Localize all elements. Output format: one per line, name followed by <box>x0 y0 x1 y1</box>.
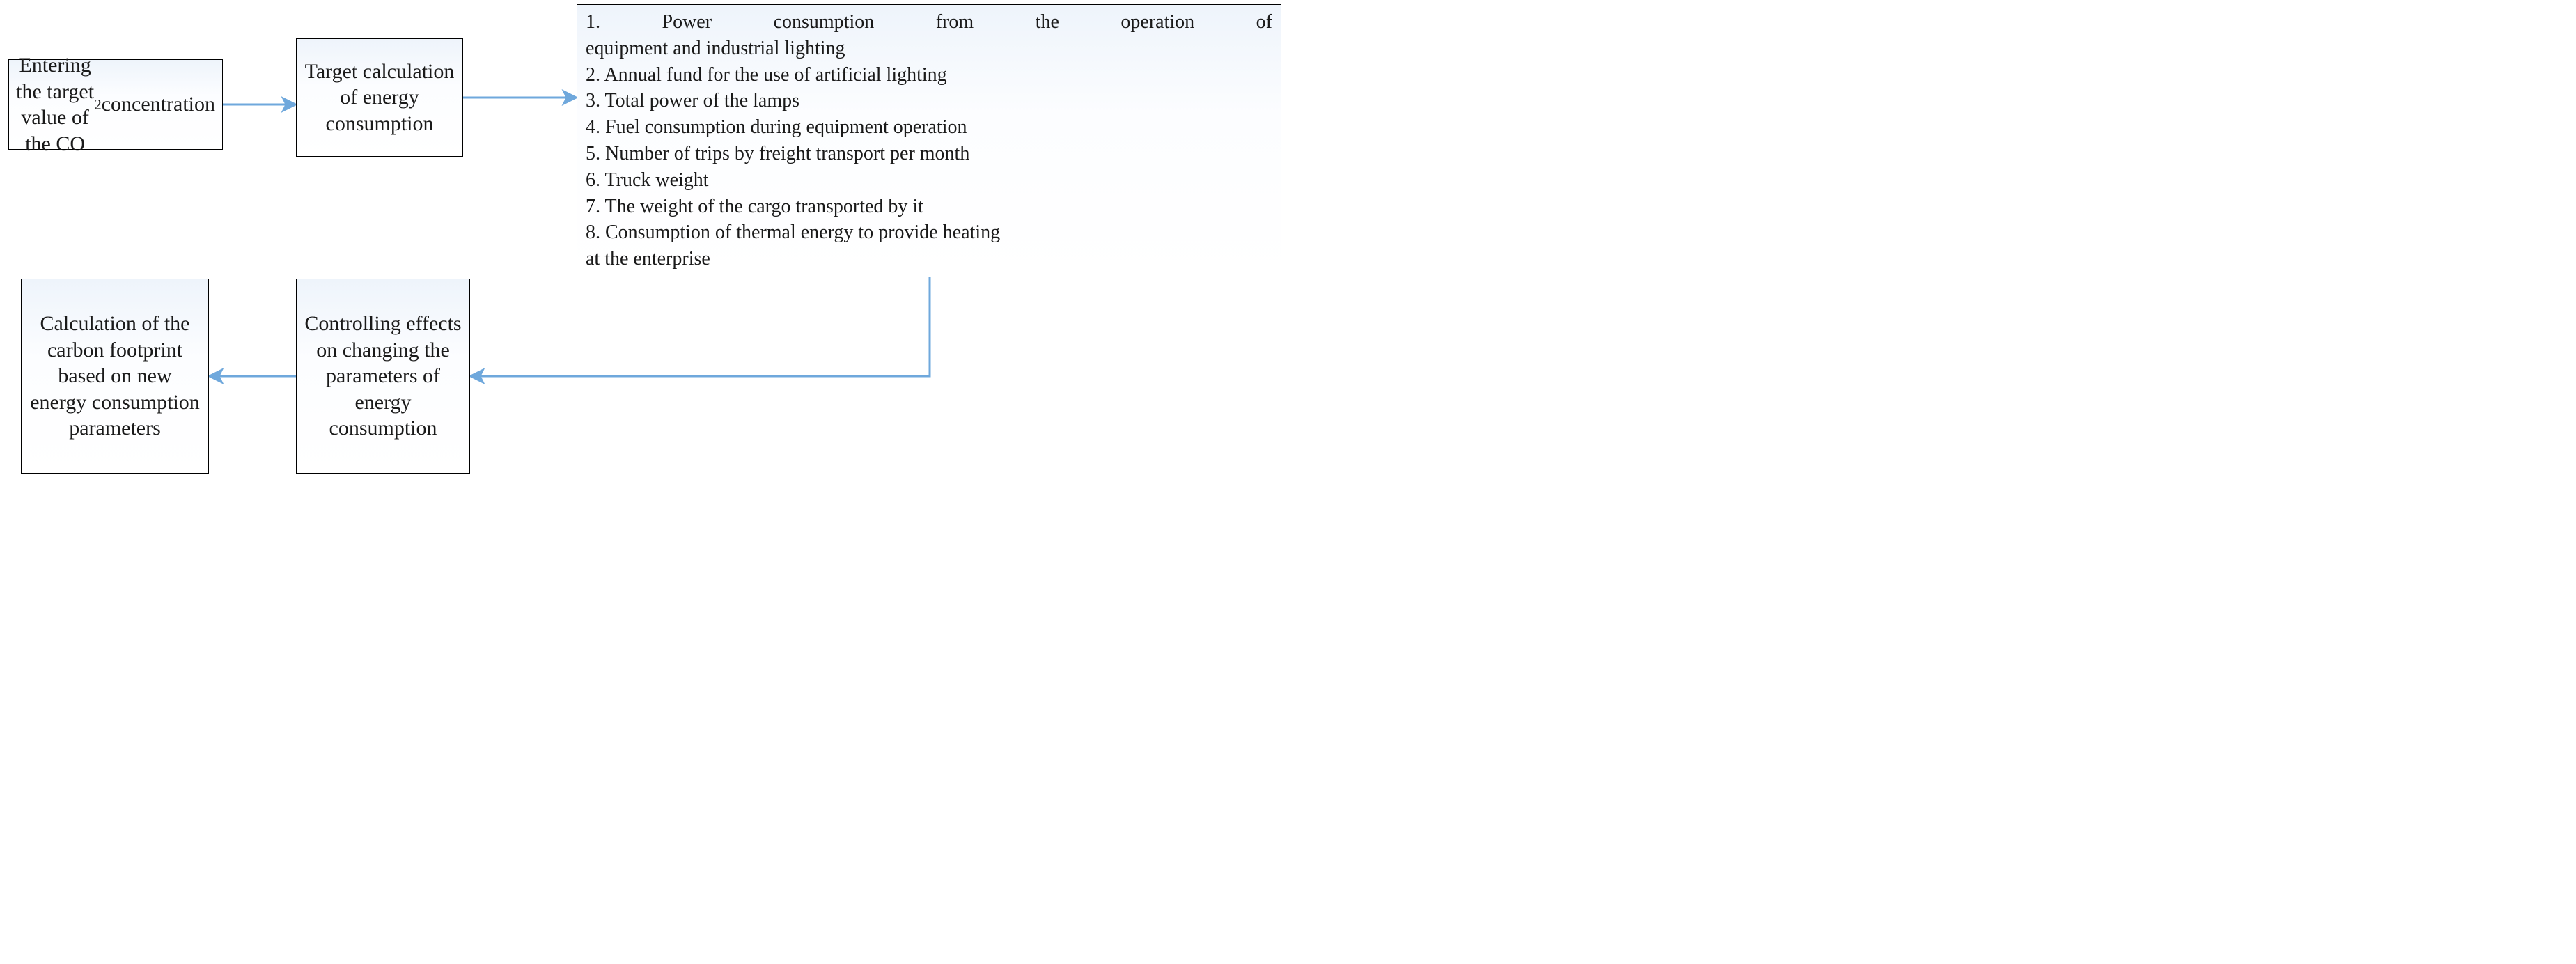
parameters-list-line: 6. Truck weight <box>586 167 1272 194</box>
node-enter-target-co2: Entering the target value of the CO2 con… <box>8 59 223 150</box>
parameters-list-line: 7. The weight of the cargo transported b… <box>586 194 1272 220</box>
parameters-list-line: 2. Annual fund for the use of artificial… <box>586 62 1272 88</box>
parameters-list-line: at the enterprise <box>586 246 1272 272</box>
node-carbon-footprint-calc: Calculation of the carbon footprint base… <box>21 279 209 474</box>
diagram-canvas: Entering the target value of the CO2 con… <box>0 0 1288 482</box>
node-parameters-list: 1. Power consumption from the operation … <box>577 4 1281 277</box>
node-controlling-effects: Controlling effects on changing the para… <box>296 279 470 474</box>
parameters-list-line: 8. Consumption of thermal energy to prov… <box>586 219 1272 246</box>
edge-n3-n4 <box>471 277 930 376</box>
parameters-list-line: 4. Fuel consumption during equipment ope… <box>586 114 1272 141</box>
parameters-list-line: equipment and industrial lighting <box>586 36 1272 62</box>
parameters-list-line: 5. Number of trips by freight transport … <box>586 141 1272 167</box>
parameters-list-line: 1. Power consumption from the operation … <box>586 9 1272 36</box>
parameters-list-line: 3. Total power of the lamps <box>586 88 1272 114</box>
node-target-calc-energy: Target calculation of energy consumption <box>296 38 463 157</box>
